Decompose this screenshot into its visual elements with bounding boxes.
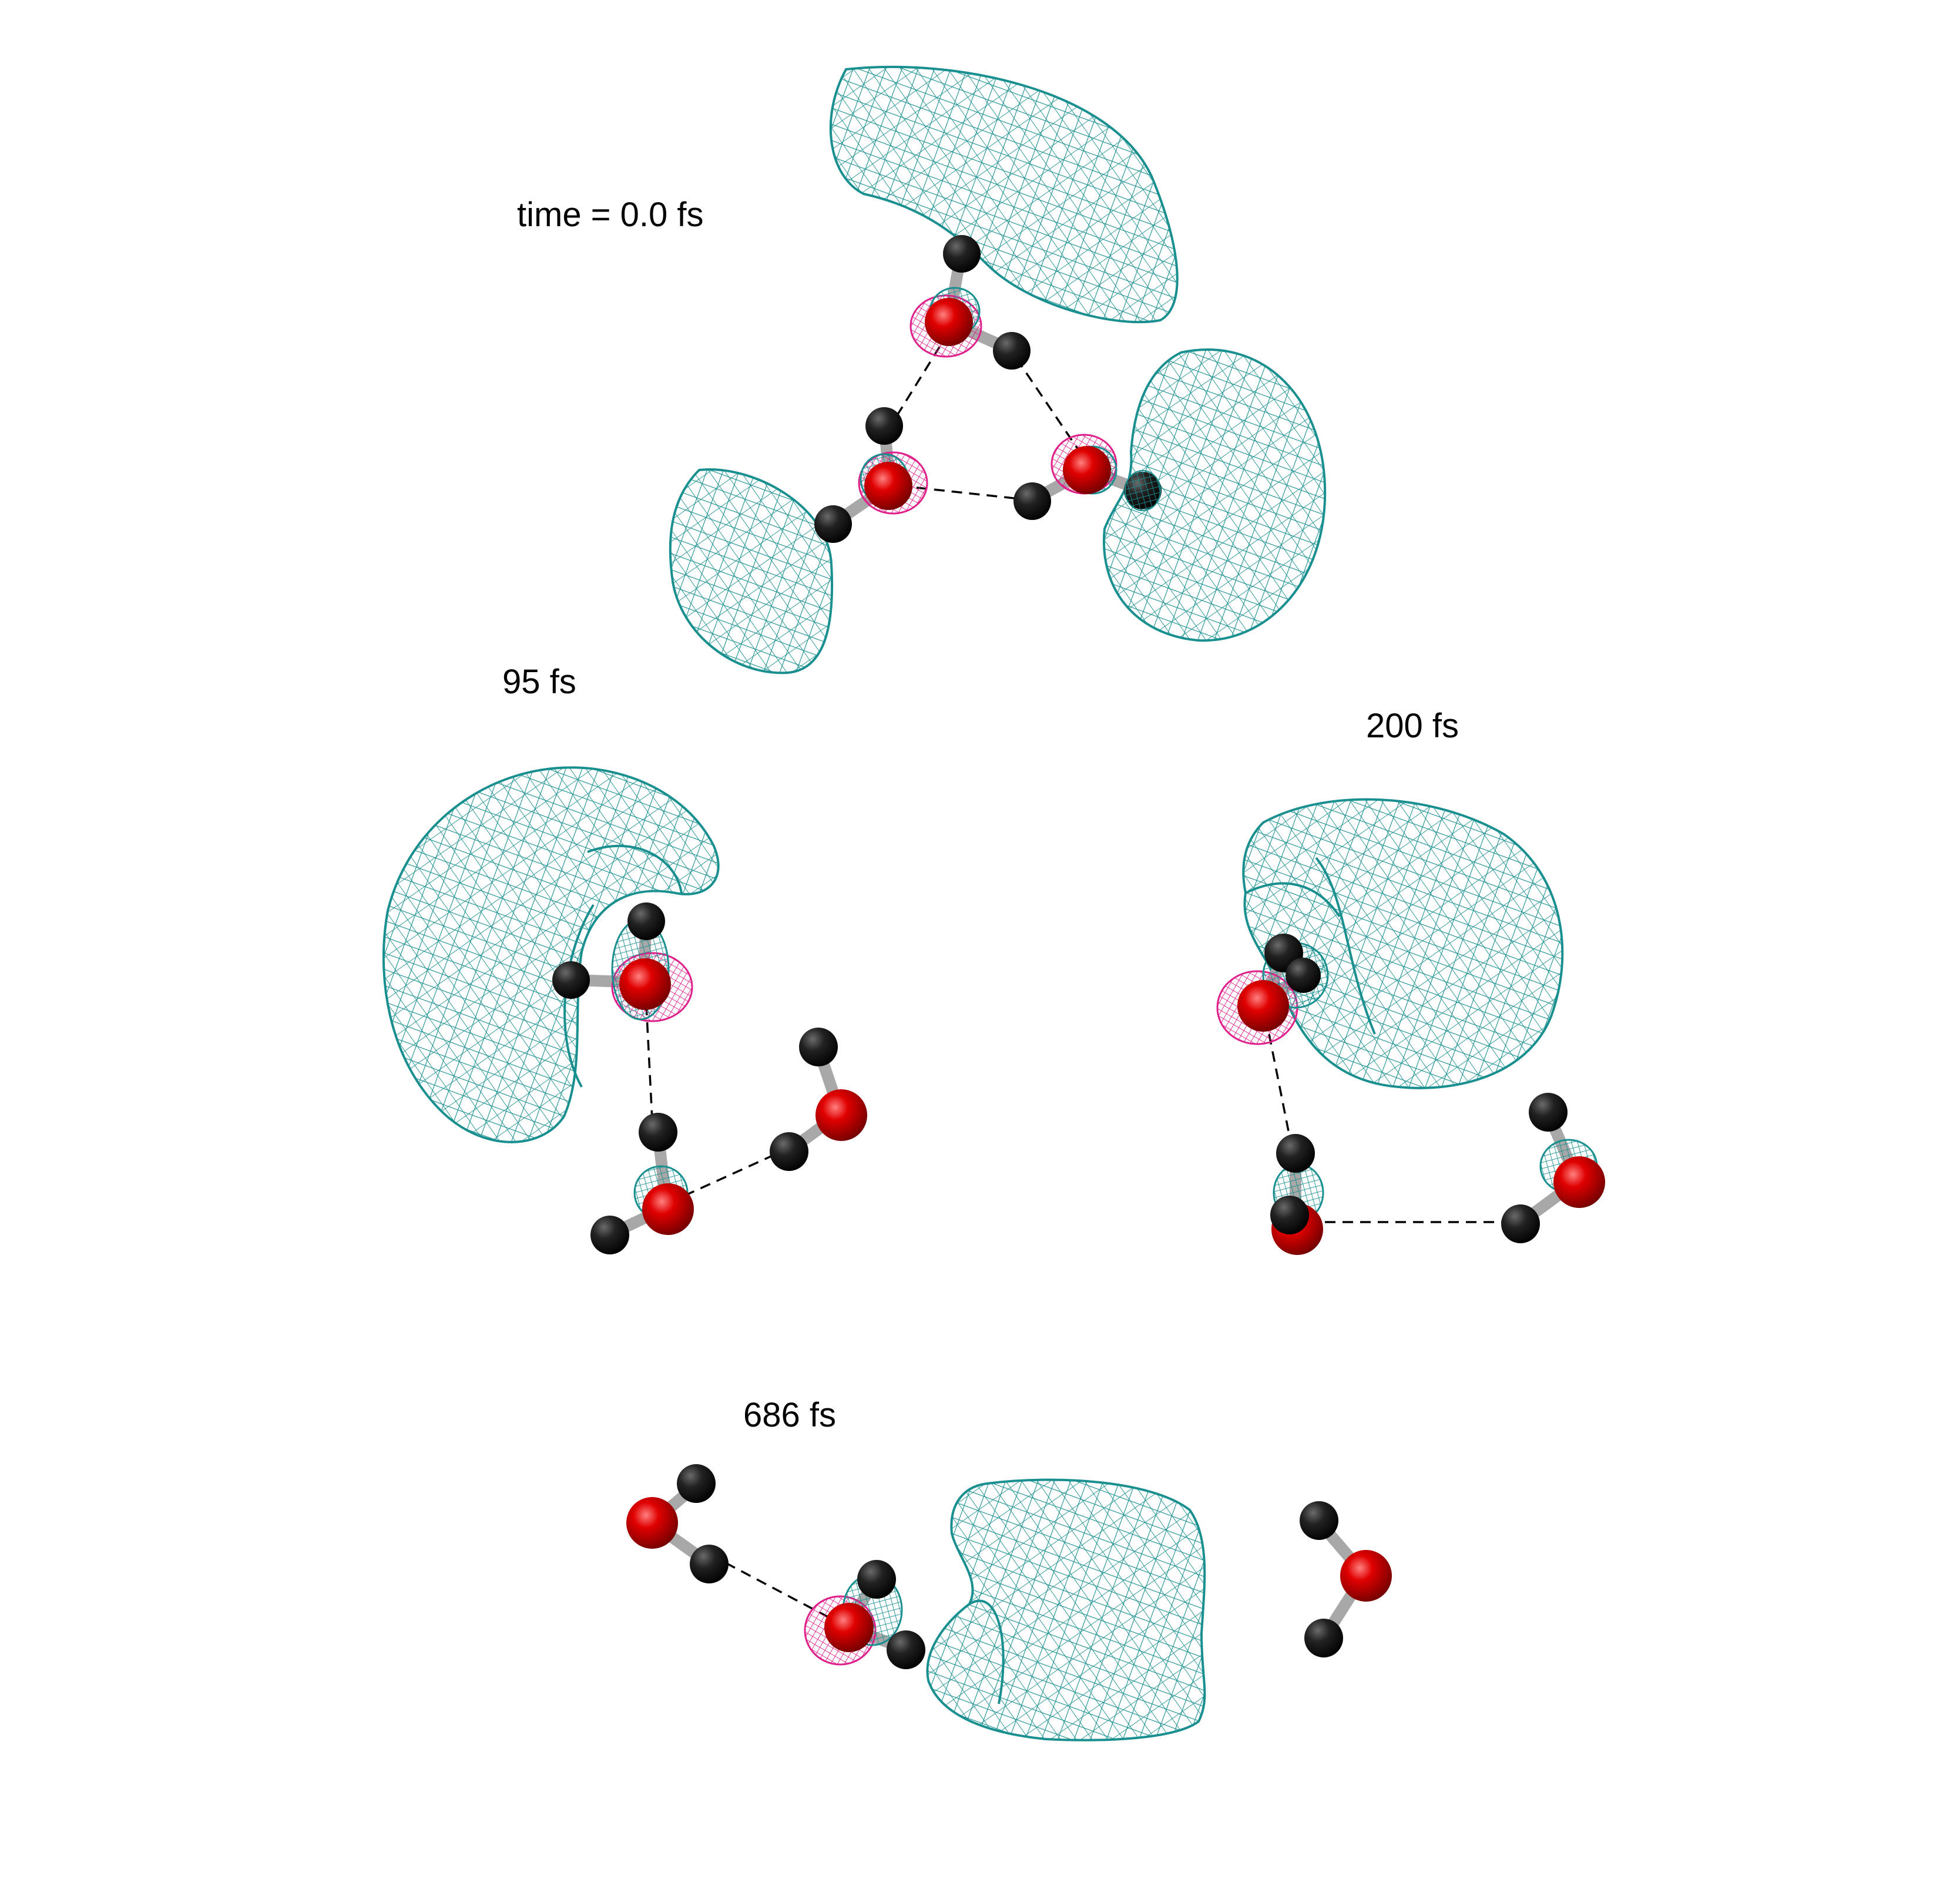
hydrogen-bonds-t0 bbox=[895, 331, 1079, 501]
hydrogen-atom bbox=[814, 505, 852, 543]
hydrogen-atom bbox=[1270, 1196, 1309, 1234]
hydrogen-atom bbox=[770, 1132, 808, 1171]
hydrogen-atom bbox=[993, 332, 1031, 370]
hydrogen-atom bbox=[552, 961, 590, 999]
hydrogen-atom bbox=[690, 1545, 729, 1583]
snapshot-t95: 95 fs bbox=[382, 663, 867, 1254]
hydrogen-atom bbox=[1276, 1134, 1315, 1173]
hydrogen-atom bbox=[627, 902, 665, 940]
water-molecule-t95-a bbox=[552, 902, 693, 1022]
hydrogen-atom bbox=[857, 1560, 896, 1599]
oxygen-atom bbox=[1063, 446, 1111, 494]
hydrogen-atom bbox=[1286, 958, 1321, 993]
hydrogen-atom bbox=[887, 1630, 925, 1669]
hydrogen-atom bbox=[1501, 1204, 1540, 1243]
water-molecule-t95-b bbox=[590, 1113, 694, 1254]
orbital-lobe-right bbox=[1102, 348, 1327, 642]
hydrogen-bonds-t95 bbox=[645, 1004, 782, 1197]
orbital-lobe-95 bbox=[382, 766, 720, 1143]
oxygen-atom bbox=[642, 1183, 694, 1235]
orbital-lobe-left bbox=[669, 468, 834, 674]
orbital-lobe-686 bbox=[926, 1478, 1206, 1741]
water-molecule-t0-top bbox=[909, 235, 1031, 370]
hydrogen-atom bbox=[1300, 1501, 1338, 1540]
snapshot-label-t686: 686 fs bbox=[743, 1396, 836, 1434]
orbital-lobe-200 bbox=[1242, 798, 1564, 1089]
oxygen-atom bbox=[864, 462, 912, 510]
snapshot-label-t0: time = 0.0 fs bbox=[517, 196, 704, 234]
hydrogen-atom bbox=[865, 407, 903, 445]
hydrogen-bonds-t686 bbox=[725, 1562, 832, 1620]
water-molecule-t0-right bbox=[1013, 434, 1162, 520]
snapshot-t0: time = 0.0 fs bbox=[517, 65, 1327, 674]
snapshot-label-t95: 95 fs bbox=[502, 663, 576, 701]
oxygen-atom bbox=[1340, 1550, 1392, 1602]
hydrogen-atom bbox=[639, 1113, 677, 1152]
water-molecule-t686-right bbox=[1300, 1501, 1392, 1657]
snapshot-t686: 686 fs bbox=[626, 1396, 1392, 1741]
hydrogen-atom bbox=[1013, 482, 1051, 520]
oxygen-atom bbox=[815, 1089, 867, 1141]
hydrogen-atom bbox=[590, 1216, 629, 1254]
orbital-lobe-top bbox=[829, 65, 1179, 324]
oxygen-atom bbox=[1553, 1156, 1605, 1208]
oxygen-atom bbox=[619, 958, 671, 1010]
water-molecule-t686-center bbox=[804, 1560, 925, 1669]
oxygen-atom bbox=[626, 1497, 678, 1549]
oxygen-atom bbox=[824, 1603, 874, 1652]
water-molecule-t0-left bbox=[814, 407, 928, 543]
hydrogen-atom bbox=[1304, 1619, 1343, 1657]
oxygen-atom bbox=[1237, 980, 1289, 1032]
hydrogen-atom bbox=[799, 1028, 838, 1066]
oxygen-atom bbox=[925, 298, 973, 346]
hydrogen-atom bbox=[1529, 1093, 1568, 1132]
water-molecule-t200-b bbox=[1270, 1134, 1324, 1255]
water-molecule-t200-c bbox=[1501, 1093, 1605, 1243]
hydrogen-bonds-t200 bbox=[1268, 1033, 1504, 1223]
water-molecule-t686-left bbox=[626, 1464, 729, 1583]
snapshot-label-t200: 200 fs bbox=[1366, 707, 1459, 745]
hydrogen-atom bbox=[943, 235, 981, 273]
water-molecule-t95-c bbox=[770, 1028, 867, 1171]
hydrogen-atom bbox=[677, 1464, 716, 1503]
snapshot-t200: 200 fs bbox=[1216, 707, 1605, 1255]
water-molecule-t200-a bbox=[1216, 934, 1329, 1045]
